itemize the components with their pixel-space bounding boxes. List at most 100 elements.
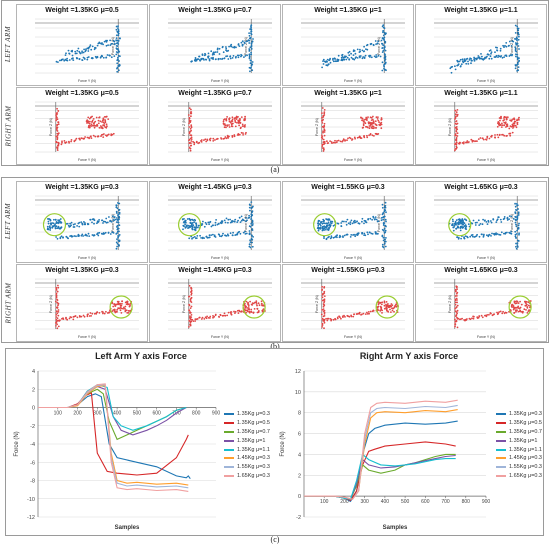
scatter-point xyxy=(88,137,90,140)
y-axis-label: Force Z (N) xyxy=(111,37,115,55)
x-tick-label: 900 xyxy=(482,499,491,505)
scatter-point xyxy=(229,55,232,58)
scatter-point xyxy=(196,226,199,229)
scatter-point xyxy=(517,227,520,230)
scatter-point xyxy=(517,212,520,215)
scatter-point xyxy=(127,303,130,306)
scatter-point xyxy=(73,235,76,237)
scatter-point xyxy=(104,126,107,128)
scatter-point xyxy=(346,56,349,59)
scatter-point xyxy=(57,304,59,307)
scatter-point xyxy=(92,124,94,127)
scatter-point xyxy=(337,54,340,57)
scatter-point xyxy=(500,126,503,128)
scatter-point xyxy=(321,107,324,109)
scatter-point xyxy=(366,117,368,120)
legend-label: 1.35Kg μ=0.5 xyxy=(509,420,542,427)
scatter-point xyxy=(114,42,116,45)
scatter-point xyxy=(84,222,86,224)
scatter-point xyxy=(510,119,513,122)
scatter-point xyxy=(246,40,249,42)
scatter-point xyxy=(97,220,100,223)
scatter-point xyxy=(506,231,508,234)
scatter-point xyxy=(102,220,105,223)
scatter-point xyxy=(67,224,70,227)
scatter-point xyxy=(249,226,252,228)
scatter-point xyxy=(478,235,481,238)
scatter-point xyxy=(480,53,482,55)
scatter-point xyxy=(470,138,473,141)
scatter-point xyxy=(517,305,520,308)
scatter-point xyxy=(250,207,253,210)
scatter-point xyxy=(493,313,495,316)
scatter-point xyxy=(514,124,517,127)
scatter-point xyxy=(380,219,383,222)
scatter-point xyxy=(189,221,192,224)
scatter-point xyxy=(472,219,475,222)
scatter-point xyxy=(226,55,229,57)
scatter-point xyxy=(511,54,513,57)
scatter-point xyxy=(383,242,386,245)
legend-swatch xyxy=(496,466,506,469)
scatter-point xyxy=(212,56,214,59)
scatter-point xyxy=(341,59,344,62)
scatter-point xyxy=(99,120,102,123)
scatter-point xyxy=(116,238,118,241)
scatter-point xyxy=(501,312,504,315)
scatter-point xyxy=(515,247,518,250)
scatter-point xyxy=(188,126,191,128)
scatter-point xyxy=(471,317,473,320)
scatter-point xyxy=(89,44,92,46)
legend-label: 1.35Kg μ=0.7 xyxy=(509,428,542,435)
scatter-point xyxy=(515,300,518,303)
right-arm-chart: Right Arm Y axis Force -2 0 2 4 6 8 10 12 100 200… xyxy=(276,349,542,535)
scatter-point xyxy=(87,116,90,119)
series-line-2 xyxy=(304,453,456,500)
y-tick-label: 12 xyxy=(295,369,301,375)
scatter-point xyxy=(478,315,481,318)
subplot-title: Weight =1.35KG μ=1 xyxy=(314,7,382,14)
scatter-point xyxy=(86,136,89,139)
scatter-point xyxy=(249,67,252,70)
scatter-point xyxy=(486,137,489,139)
scatter-point xyxy=(196,235,199,237)
subplot-title: Weight =1.55KG μ=0.3 xyxy=(311,184,385,191)
scatter-point xyxy=(98,126,101,129)
scatter-point xyxy=(514,215,517,218)
scatter-point xyxy=(75,235,77,238)
scatter-point xyxy=(516,229,518,232)
scatter-point xyxy=(46,225,49,228)
y-tick-label: -8 xyxy=(30,479,35,485)
y-tick-label: 4 xyxy=(298,452,301,458)
scatter-point xyxy=(72,316,75,318)
scatter-point xyxy=(337,222,340,225)
scatter-point xyxy=(495,55,497,58)
scatter-point xyxy=(491,232,493,235)
y-axis-label: Force Z (N) xyxy=(182,295,186,313)
scatter-point xyxy=(201,53,204,56)
scatter-point xyxy=(118,209,120,211)
scatter-point xyxy=(197,224,200,227)
scatter-point xyxy=(384,41,387,44)
scatter-point xyxy=(248,54,251,56)
scatter-point xyxy=(345,223,348,226)
scatter-point xyxy=(217,233,220,236)
scatter-point xyxy=(486,314,489,316)
scatter-point xyxy=(248,57,251,60)
scatter-point xyxy=(322,150,325,152)
scatter-point xyxy=(377,309,380,311)
scatter-point xyxy=(204,221,207,224)
scatter-point xyxy=(505,135,508,137)
scatter-point xyxy=(377,232,379,235)
scatter-point xyxy=(517,310,520,313)
scatter-point xyxy=(515,310,517,313)
scatter-point xyxy=(113,55,116,57)
scatter-point xyxy=(332,57,334,60)
scatter-point xyxy=(190,115,192,118)
x-axis-label: Force Y (N) xyxy=(211,256,229,260)
scatter-point xyxy=(186,224,188,227)
scatter-point xyxy=(250,201,253,203)
scatter-point xyxy=(200,237,202,239)
scatter-point xyxy=(455,319,458,322)
scatter-point xyxy=(516,70,518,72)
